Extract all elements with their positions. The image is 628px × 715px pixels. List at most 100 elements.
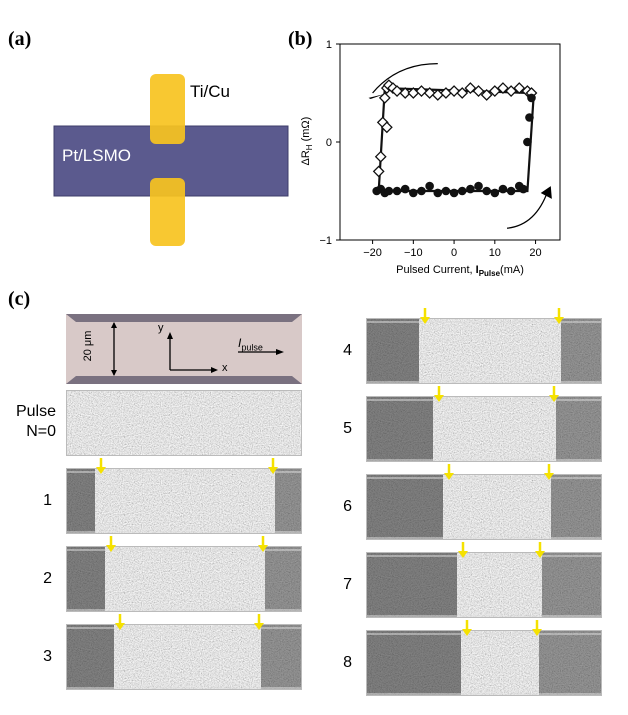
y-tick-label: −1	[319, 235, 332, 247]
hysteresis-loop	[376, 86, 535, 193]
x-tick-label: 20	[529, 247, 541, 259]
circle-point	[474, 181, 483, 191]
domain-wall-arrow-icon	[549, 386, 559, 402]
circle-point	[441, 186, 451, 196]
diamond-point	[505, 85, 518, 97]
moke-image	[66, 624, 302, 690]
diamond-point	[448, 85, 460, 97]
circle-point	[466, 184, 475, 194]
moke-image	[366, 630, 602, 696]
chart-ylabel: ΔRH (mΩ)	[299, 116, 315, 166]
pulse-number: 6	[343, 498, 352, 515]
moke-image	[366, 318, 602, 384]
pulse-number: 1	[43, 492, 52, 509]
sweep-arrow-top	[372, 63, 438, 94]
moke-image	[366, 552, 602, 618]
circle-point	[525, 113, 534, 122]
diamond-point	[497, 82, 509, 95]
circle-point	[425, 181, 434, 191]
domain-wall-arrow-icon	[458, 542, 468, 558]
x-tick-label: −20	[363, 247, 382, 259]
diamond-point	[378, 91, 391, 104]
pulse-number: 2	[43, 570, 52, 587]
circle-point	[400, 184, 410, 194]
domain-wall-arrow-icon	[258, 536, 268, 552]
x-tick-label: 0	[451, 247, 457, 259]
diamond-point	[480, 89, 493, 101]
top-electrode	[150, 74, 185, 144]
channel-schematic	[66, 314, 302, 384]
domain-wall-arrow-icon	[535, 542, 545, 558]
moke-image	[66, 468, 302, 534]
circle-point	[523, 137, 532, 147]
diamond-point	[391, 85, 403, 97]
domain-wall-arrow-icon	[115, 614, 125, 630]
panel-b-label: (b)	[288, 28, 313, 50]
hysteresis-chart: −20 −10 0 10 20−101	[319, 39, 561, 259]
width-label: 20 μm	[82, 330, 94, 362]
panel-a-label: (a)	[8, 28, 32, 50]
circle-point	[449, 188, 459, 198]
domain-wall-arrow-icon	[268, 458, 278, 474]
circle-point	[392, 186, 402, 196]
diamond-point	[472, 85, 485, 97]
bottom-electrode	[150, 178, 185, 246]
x-axis-label: x	[222, 362, 228, 374]
domain-wall-arrow-icon	[106, 536, 116, 552]
pulse-count-label: Pulse N=0	[15, 403, 56, 440]
diamond-point	[372, 165, 385, 178]
y-tick-label: 0	[326, 137, 332, 149]
electrode-label: Ti/Cu	[190, 82, 230, 101]
domain-wall-arrow-icon	[554, 308, 564, 324]
pulse-number: 7	[343, 576, 352, 593]
moke-image	[366, 474, 602, 540]
panel-c-label: (c)	[8, 288, 31, 310]
diamond-point	[513, 82, 526, 95]
circle-point	[384, 186, 394, 196]
pulse-number: 4	[343, 342, 352, 359]
domain-wall-arrow-icon	[434, 386, 444, 402]
diamond-point	[399, 87, 412, 99]
moke-image-n0	[66, 390, 302, 456]
domain-wall-arrow-icon	[254, 614, 264, 630]
x-tick-label: 10	[489, 247, 501, 259]
film-label: Pt/LSMO	[62, 146, 131, 165]
pulse-number: 8	[343, 654, 352, 671]
x-tick-label: −10	[404, 247, 423, 259]
circle-point	[498, 184, 508, 194]
domain-wall-arrow-icon	[444, 464, 454, 480]
moke-image	[66, 546, 302, 612]
circle-point	[482, 186, 491, 196]
sweep-arrow-bottom	[506, 190, 549, 229]
device-schematic	[53, 74, 289, 246]
circle-point	[457, 186, 467, 196]
domain-wall-arrow-icon	[544, 464, 554, 480]
diamond-point	[374, 150, 387, 163]
diamond-point	[423, 87, 436, 99]
diamond-point	[431, 89, 444, 101]
y-axis-label: y	[158, 322, 164, 334]
circle-point	[519, 184, 528, 194]
circle-point	[490, 188, 500, 198]
pulse-current-label: Ipulse	[238, 336, 263, 353]
circle-point	[409, 188, 418, 198]
sweep-arrow-top-head	[368, 93, 385, 99]
diamond-point	[488, 85, 501, 97]
pulse-number: 3	[43, 648, 52, 665]
circle-point	[506, 186, 516, 196]
domain-wall-arrow-icon	[462, 620, 472, 636]
domain-wall-arrow-icon	[96, 458, 106, 474]
chart-xlabel: Pulsed Current, IPulse(mA)	[396, 264, 524, 279]
moke-image	[366, 396, 602, 462]
circle-point	[417, 186, 426, 196]
domain-wall-arrow-icon	[420, 308, 430, 324]
circle-point	[527, 93, 536, 103]
diamond-point	[415, 85, 428, 97]
pulse-number: 5	[343, 420, 352, 437]
diamond-point	[464, 82, 477, 95]
diamond-point	[456, 87, 469, 99]
y-tick-label: 1	[326, 39, 332, 51]
sweep-arrow-bottom-head	[540, 186, 552, 199]
diamond-point	[380, 121, 393, 134]
circle-point	[433, 188, 443, 198]
